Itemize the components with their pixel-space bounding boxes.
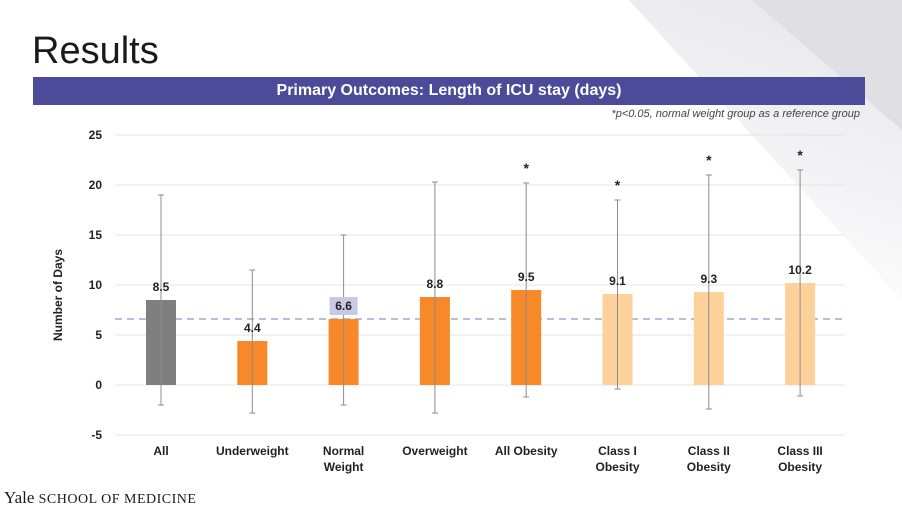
x-tick-label: All Obesity (495, 444, 558, 458)
x-tick-label: Obesity (778, 460, 822, 474)
logo-subtitle: SCHOOL OF MEDICINE (38, 492, 197, 507)
value-label-highlight (329, 297, 358, 315)
error-bars (158, 169, 804, 414)
chart-title-banner: Primary Outcomes: Length of ICU stay (da… (33, 77, 865, 105)
significance-footnote: *p<0.05, normal weight group as a refere… (611, 108, 860, 120)
x-tick-label: Obesity (595, 460, 639, 474)
value-label: 8.5 (153, 280, 170, 294)
x-tick-label: Class II (688, 444, 730, 458)
bar-chart: Number of Days -5 0 5 10 15 20 25 8.5 4.4 6.6 8.8… (51, 128, 845, 474)
y-axis: Number of Days -5 0 5 10 15 20 25 (51, 128, 102, 442)
x-tick-label: Obesity (687, 460, 731, 474)
value-label: 6.6 (335, 299, 352, 313)
value-label: 9.3 (700, 272, 717, 286)
y-tick-label: 25 (89, 128, 103, 142)
x-tick-label: Class III (777, 444, 822, 458)
logo-name: Yale (4, 488, 35, 507)
y-tick-label: -5 (91, 428, 102, 442)
y-tick-label: 10 (89, 278, 103, 292)
yale-school-of-medicine-logo: Yale SCHOOL OF MEDICINE (0, 485, 222, 510)
value-label: 9.1 (609, 274, 626, 288)
x-tick-label: Normal (323, 444, 364, 458)
value-label: 9.5 (518, 270, 535, 284)
grid-lines (115, 134, 845, 436)
slide-title: Results (32, 30, 159, 72)
x-tick-label: Weight (324, 460, 364, 474)
x-tick-label: Overweight (402, 444, 467, 458)
y-tick-label: 0 (95, 378, 102, 392)
significance-marker: * (706, 152, 712, 168)
y-tick-label: 5 (95, 328, 102, 342)
value-label: 4.4 (244, 321, 261, 335)
y-tick-label: 20 (89, 178, 103, 192)
y-tick-label: 15 (89, 228, 103, 242)
x-tick-label: All (153, 444, 168, 458)
significance-marker: * (523, 160, 529, 176)
value-label: 10.2 (788, 263, 812, 277)
y-axis-label: Number of Days (51, 249, 65, 341)
significance-marker: * (797, 147, 803, 163)
value-label: 8.8 (427, 277, 444, 291)
x-tick-label: Underweight (216, 444, 289, 458)
significance-marker: * (615, 177, 621, 193)
x-axis: All Underweight Normal Weight Overweight All … (153, 444, 822, 474)
x-tick-label: Class I (598, 444, 637, 458)
value-labels: 8.5 4.4 6.6 8.8 9.5 * 9.1 * 9.3 * 10.2 * (153, 147, 812, 335)
